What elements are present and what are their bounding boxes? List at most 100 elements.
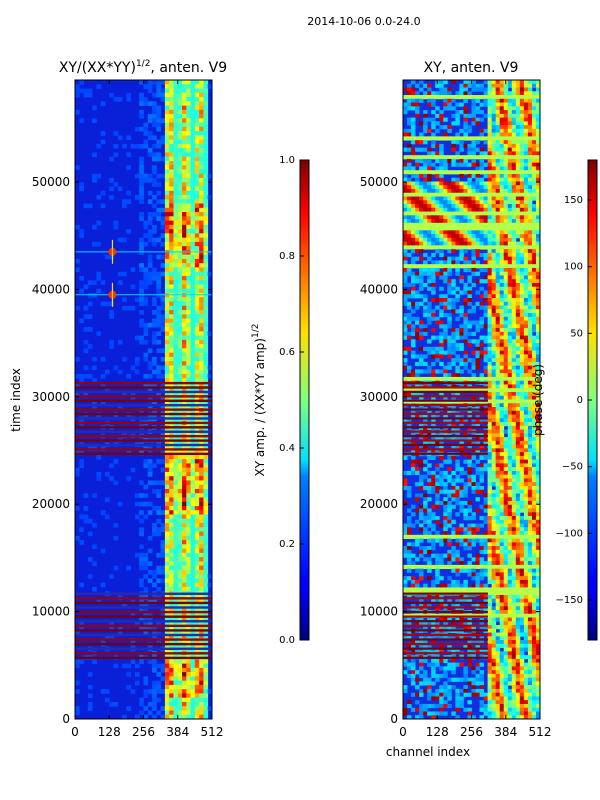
heatmap-cell xyxy=(503,437,509,442)
heatmap-cell xyxy=(75,258,80,264)
heatmap-cell xyxy=(415,113,420,118)
heatmap-cell xyxy=(152,237,157,243)
heatmap-cell xyxy=(491,346,497,352)
heatmap-cell xyxy=(511,298,517,303)
heatmap-cell xyxy=(507,279,513,284)
heatmap-cell xyxy=(164,629,170,635)
heatmap-cell xyxy=(113,459,119,464)
y-tick-label: 20000 xyxy=(32,497,70,511)
heatmap-cell xyxy=(491,234,497,239)
heatmap-cell xyxy=(495,358,501,363)
heatmap-cell xyxy=(190,258,196,264)
heatmap-cell xyxy=(479,294,484,299)
heatmap-cell xyxy=(535,369,540,374)
heatmap-cell xyxy=(164,484,170,490)
heatmap-cell xyxy=(435,234,440,239)
heatmap-cell xyxy=(186,471,191,477)
heatmap-cell xyxy=(173,88,179,94)
heatmap-cell xyxy=(96,241,102,247)
heatmap-cell xyxy=(431,189,436,194)
heatmap-cell xyxy=(87,373,93,379)
heatmap-cell xyxy=(182,216,187,221)
heatmap-cell xyxy=(415,170,420,175)
heatmap-cell xyxy=(507,192,513,197)
heatmap-cell xyxy=(177,258,183,264)
heatmap-cell xyxy=(499,200,505,205)
x-tick-label: 512 xyxy=(201,725,224,739)
heatmap-cell xyxy=(527,136,533,141)
heatmap-cell xyxy=(177,92,183,98)
heatmap-cell xyxy=(443,241,448,246)
heatmap-cell xyxy=(199,258,204,264)
heatmap-cell xyxy=(459,91,464,96)
heatmap-cell xyxy=(503,410,509,415)
heatmap-cell xyxy=(203,195,209,200)
heatmap-cell xyxy=(479,110,484,115)
heatmap-cell xyxy=(435,376,440,382)
heatmap-cell xyxy=(199,569,204,575)
heatmap-cell xyxy=(471,249,476,254)
heatmap-cell xyxy=(415,185,420,190)
heatmap-cell xyxy=(459,414,464,419)
heatmap-cell xyxy=(117,501,123,507)
heatmap-cell xyxy=(199,378,204,383)
heatmap-cell xyxy=(491,162,497,167)
heatmap-cell xyxy=(169,356,174,362)
heatmap-cell xyxy=(139,578,144,584)
heatmap-cell xyxy=(139,250,144,256)
heatmap-cell xyxy=(495,83,501,88)
heatmap-cell xyxy=(523,95,529,100)
heatmap-cell xyxy=(499,414,505,419)
heatmap-cell xyxy=(479,189,484,194)
heatmap-cell xyxy=(194,160,200,166)
heatmap-cell xyxy=(439,286,444,291)
heatmap-cell xyxy=(407,230,412,235)
heatmap-cell xyxy=(169,535,174,541)
heatmap-cell xyxy=(199,216,204,221)
heatmap-cell xyxy=(160,382,166,388)
heatmap-cell xyxy=(479,102,484,107)
heatmap-cell xyxy=(515,230,521,235)
heatmap-cell xyxy=(507,298,513,303)
heatmap-cell xyxy=(443,155,448,160)
heatmap-cell xyxy=(152,301,157,307)
heatmap-cell xyxy=(164,710,170,716)
heatmap-cell xyxy=(463,155,468,160)
heatmap-cell xyxy=(407,189,412,194)
heatmap-cell xyxy=(515,252,521,258)
heatmap-cell xyxy=(451,391,456,397)
heatmap-cell xyxy=(471,234,476,239)
heatmap-cell xyxy=(419,80,424,85)
heatmap-cell xyxy=(407,320,412,325)
heatmap-cell xyxy=(169,216,174,221)
heatmap-cell xyxy=(503,185,509,190)
heatmap-cell xyxy=(535,125,540,130)
heatmap-cell xyxy=(407,204,412,209)
heatmap-cell xyxy=(511,403,517,408)
heatmap-cell xyxy=(177,293,183,298)
heatmap-cell xyxy=(186,114,191,119)
heatmap-cell xyxy=(447,207,452,212)
heatmap-cell xyxy=(519,170,525,175)
heatmap-cell xyxy=(199,88,204,94)
heatmap-cell xyxy=(531,98,537,103)
heatmap-cell xyxy=(483,215,489,220)
heatmap-cell xyxy=(503,113,509,118)
heatmap-cell xyxy=(143,616,149,622)
heatmap-cell xyxy=(143,233,149,239)
saturated-row xyxy=(75,381,212,385)
heatmap-cell xyxy=(173,254,179,260)
heatmap-cell xyxy=(435,128,440,134)
heatmap-cell xyxy=(503,264,509,269)
heatmap-cell xyxy=(455,271,460,276)
heatmap-cell xyxy=(519,204,525,209)
heatmap-cell xyxy=(164,506,170,511)
heatmap-cell xyxy=(507,98,513,103)
heatmap-cell xyxy=(190,344,196,349)
heatmap-cell xyxy=(527,98,533,103)
heatmap-cell xyxy=(511,407,517,412)
heatmap-cell xyxy=(164,569,170,575)
heatmap-cell xyxy=(169,310,174,315)
heatmap-cell xyxy=(109,463,114,469)
heatmap-cell xyxy=(523,433,529,438)
